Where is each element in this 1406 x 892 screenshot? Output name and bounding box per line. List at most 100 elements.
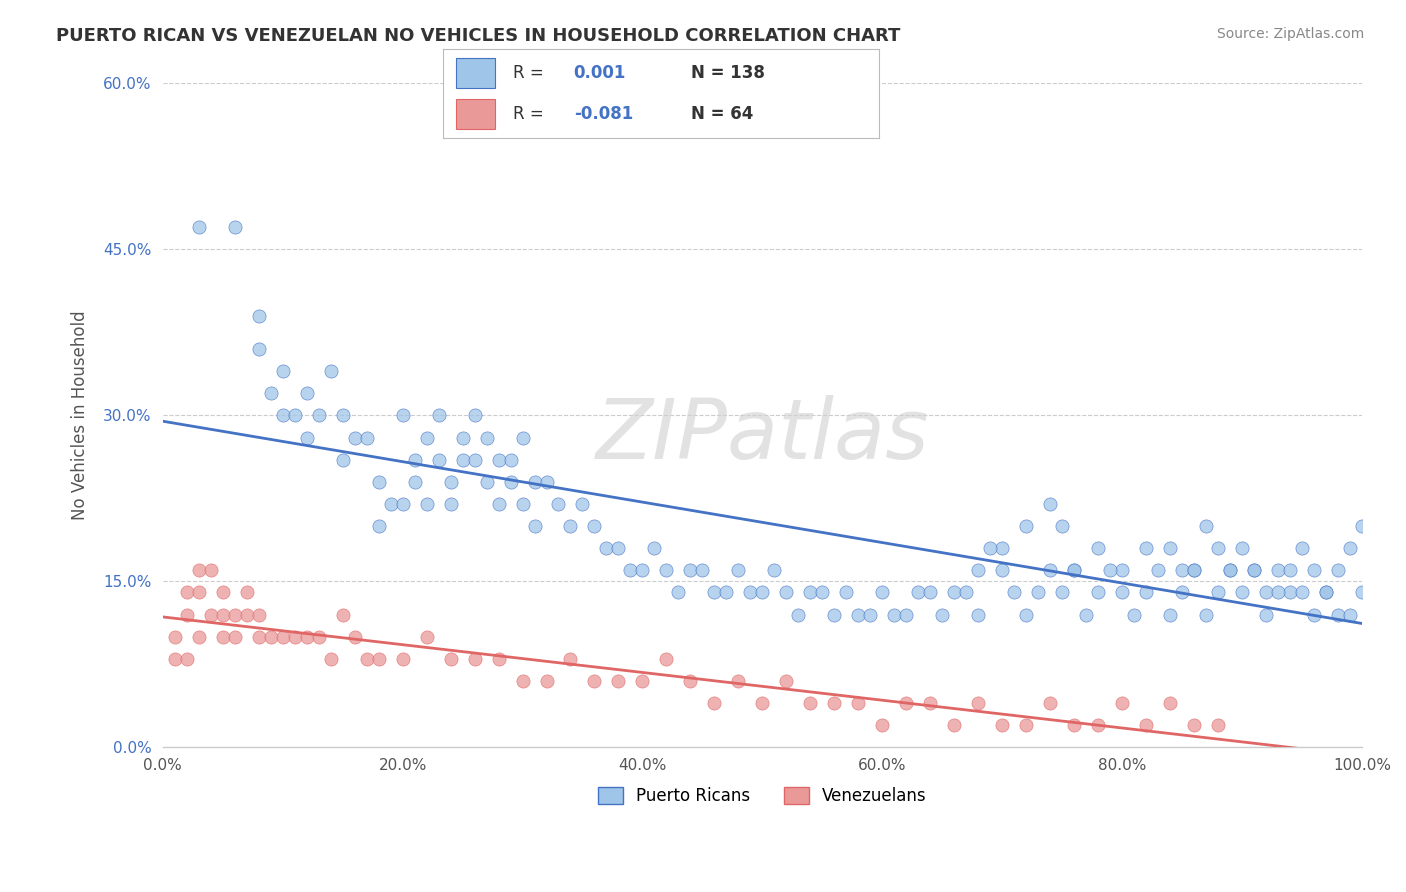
Point: [260, 630, 283, 644]
Point: [1171, 585, 1194, 599]
Point: [872, 718, 894, 732]
Point: [415, 630, 437, 644]
Point: [547, 497, 569, 511]
Point: [1219, 563, 1241, 577]
Bar: [456, 58, 495, 88]
Point: [560, 519, 582, 533]
Point: [427, 409, 450, 423]
Point: [1327, 607, 1350, 622]
Point: [1339, 541, 1361, 556]
Point: [991, 718, 1014, 732]
Y-axis label: No Vehicles in Household: No Vehicles in Household: [72, 310, 89, 520]
Point: [235, 585, 257, 599]
Point: [607, 541, 630, 556]
Point: [391, 409, 413, 423]
Point: [631, 673, 654, 688]
Point: [668, 585, 690, 599]
Point: [811, 585, 834, 599]
Point: [187, 630, 209, 644]
Point: [247, 309, 270, 323]
Point: [1182, 563, 1205, 577]
Text: N = 138: N = 138: [692, 64, 765, 82]
Point: [464, 409, 486, 423]
Point: [1111, 585, 1133, 599]
Point: [967, 607, 990, 622]
Point: [512, 430, 534, 444]
Point: [631, 563, 654, 577]
Point: [1135, 585, 1157, 599]
Point: [200, 607, 222, 622]
Point: [1254, 585, 1277, 599]
Point: [284, 630, 307, 644]
Point: [1099, 563, 1122, 577]
Point: [655, 563, 678, 577]
Point: [235, 607, 257, 622]
Point: [703, 696, 725, 710]
Point: [187, 220, 209, 235]
Point: [643, 541, 665, 556]
Text: R =: R =: [513, 105, 548, 123]
Point: [1159, 696, 1181, 710]
Point: [619, 563, 641, 577]
Point: [1015, 718, 1038, 732]
Point: [1339, 607, 1361, 622]
Point: [1147, 563, 1170, 577]
Point: [883, 607, 905, 622]
Point: [872, 585, 894, 599]
Point: [176, 652, 198, 666]
Point: [1135, 541, 1157, 556]
Point: [991, 541, 1014, 556]
Point: [200, 563, 222, 577]
Point: [1267, 563, 1289, 577]
Point: [1195, 607, 1218, 622]
Point: [308, 409, 330, 423]
Point: [907, 585, 929, 599]
Point: [488, 452, 510, 467]
Point: [1050, 519, 1073, 533]
Point: [247, 342, 270, 356]
Point: [1087, 585, 1109, 599]
Point: [1063, 563, 1085, 577]
Point: [763, 563, 786, 577]
Point: [367, 519, 389, 533]
Point: [332, 452, 354, 467]
Point: [560, 652, 582, 666]
Point: [955, 585, 977, 599]
Point: [415, 430, 437, 444]
Point: [571, 497, 593, 511]
Legend: Puerto Ricans, Venezuelans: Puerto Ricans, Venezuelans: [592, 780, 934, 812]
Point: [439, 475, 461, 489]
Point: [1230, 541, 1253, 556]
Point: [1039, 497, 1062, 511]
Point: [211, 630, 233, 644]
Point: [1303, 607, 1326, 622]
Point: [439, 652, 461, 666]
Point: [655, 652, 678, 666]
Point: [1182, 563, 1205, 577]
Point: [1303, 563, 1326, 577]
Point: [499, 452, 522, 467]
Point: [1219, 563, 1241, 577]
Point: [727, 673, 749, 688]
Point: [1087, 541, 1109, 556]
Point: [896, 607, 918, 622]
Text: ZIPatlas: ZIPatlas: [596, 395, 929, 475]
Point: [427, 452, 450, 467]
Point: [1230, 585, 1253, 599]
Text: PUERTO RICAN VS VENEZUELAN NO VEHICLES IN HOUSEHOLD CORRELATION CHART: PUERTO RICAN VS VENEZUELAN NO VEHICLES I…: [56, 27, 901, 45]
Point: [512, 673, 534, 688]
Point: [1015, 607, 1038, 622]
Point: [920, 585, 942, 599]
Point: [451, 430, 474, 444]
Point: [404, 452, 426, 467]
Point: [1279, 563, 1302, 577]
Point: [224, 630, 246, 644]
Point: [679, 563, 702, 577]
Point: [859, 607, 882, 622]
Text: R =: R =: [513, 64, 548, 82]
Point: [163, 652, 186, 666]
Point: [799, 585, 821, 599]
Point: [787, 607, 810, 622]
Point: [1327, 563, 1350, 577]
Point: [1195, 519, 1218, 533]
